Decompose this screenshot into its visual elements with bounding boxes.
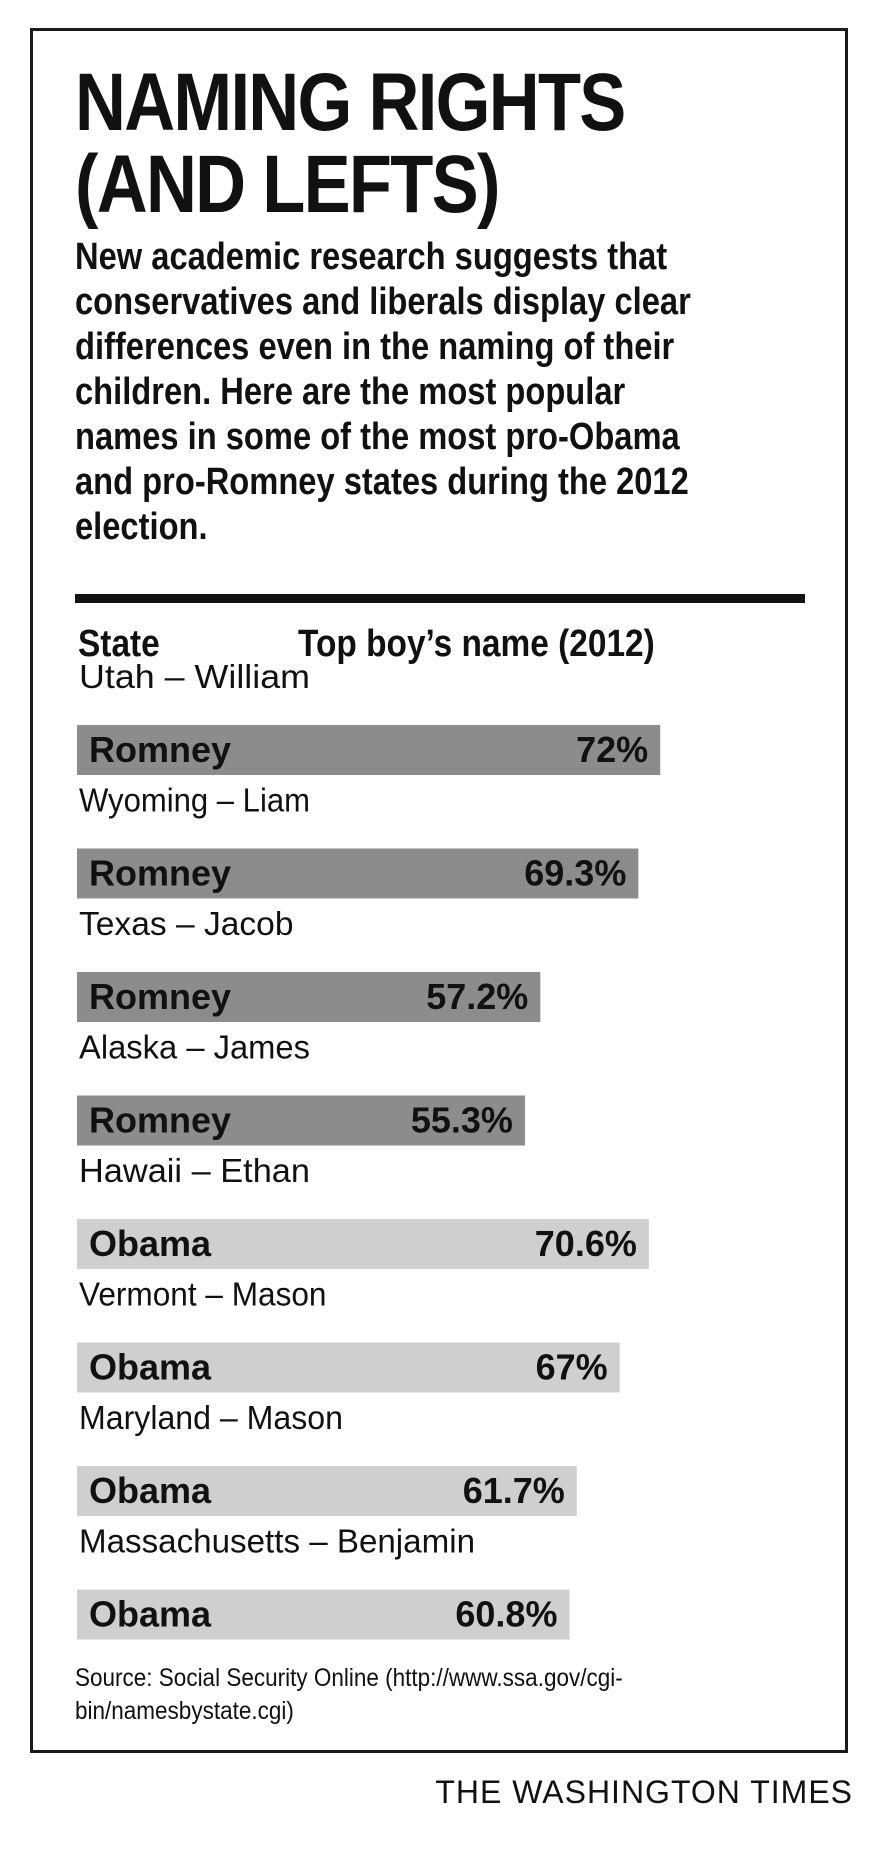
candidate-label: Obama xyxy=(89,1594,212,1635)
category-label: Vermont – Mason xyxy=(79,1276,327,1313)
bar xyxy=(77,1219,649,1269)
source-note: Source: Social Security Online (http://w… xyxy=(75,1664,623,1725)
category-label: Wyoming – Liam xyxy=(79,782,310,819)
graphic-frame xyxy=(30,28,848,1753)
value-label: 61.7% xyxy=(463,1470,565,1511)
bar xyxy=(77,1095,525,1146)
value-label: 69.3% xyxy=(524,853,626,894)
bar xyxy=(77,972,541,1022)
bar xyxy=(77,725,661,775)
value-label: 67% xyxy=(536,1347,608,1388)
candidate-label: Romney xyxy=(89,729,231,770)
category-label: Utah – William xyxy=(79,658,310,695)
chart-subtitle: New academic research suggests that cons… xyxy=(75,236,691,548)
candidate-label: Obama xyxy=(89,1347,212,1388)
candidate-label: Obama xyxy=(89,1470,212,1511)
candidate-label: Romney xyxy=(89,853,231,894)
bar xyxy=(77,1589,570,1640)
category-label: Maryland – Mason xyxy=(79,1399,343,1436)
category-label: Alaska – James xyxy=(79,1029,310,1066)
chart-title: NAMING RIGHTS (AND LEFTS) xyxy=(75,57,626,230)
value-label: 70.6% xyxy=(535,1223,637,1264)
category-label: Texas – Jacob xyxy=(79,905,294,942)
bar xyxy=(77,1342,620,1393)
value-label: 60.8% xyxy=(455,1594,557,1635)
column-header-top-name: Top boy’s name (2012) xyxy=(298,623,655,665)
column-header-state: State xyxy=(78,623,160,665)
value-label: 55.3% xyxy=(411,1100,513,1141)
header-rule xyxy=(75,594,805,603)
candidate-label: Romney xyxy=(89,1100,231,1141)
publisher-credit: THE WASHINGTON TIMES xyxy=(435,1774,853,1810)
candidate-label: Romney xyxy=(89,976,231,1017)
bar xyxy=(77,848,639,899)
value-label: 57.2% xyxy=(426,976,528,1017)
category-label: Massachusetts – Benjamin xyxy=(79,1523,475,1560)
category-label: Hawaii – Ethan xyxy=(79,1152,310,1189)
value-label: 72% xyxy=(576,729,648,770)
candidate-label: Obama xyxy=(89,1223,212,1264)
bar xyxy=(77,1466,577,1516)
